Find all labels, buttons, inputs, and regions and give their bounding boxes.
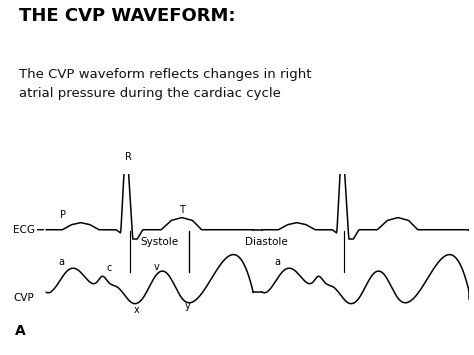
Text: CVP: CVP xyxy=(13,293,34,303)
Text: A: A xyxy=(15,324,26,338)
Text: Diastole: Diastole xyxy=(245,237,288,247)
Text: c: c xyxy=(106,263,111,273)
Text: T: T xyxy=(179,205,185,215)
Text: a: a xyxy=(58,257,64,267)
Text: x: x xyxy=(134,305,140,315)
Text: The CVP waveform reflects changes in right
atrial pressure during the cardiac cy: The CVP waveform reflects changes in rig… xyxy=(19,68,311,100)
Text: v: v xyxy=(154,262,159,272)
Text: P: P xyxy=(60,211,66,220)
Text: y: y xyxy=(184,301,190,311)
Text: THE CVP WAVEFORM:: THE CVP WAVEFORM: xyxy=(19,7,236,25)
Text: Systole: Systole xyxy=(140,237,179,247)
Text: R: R xyxy=(125,152,132,162)
Text: ECG: ECG xyxy=(13,225,35,235)
Text: a: a xyxy=(274,257,281,267)
